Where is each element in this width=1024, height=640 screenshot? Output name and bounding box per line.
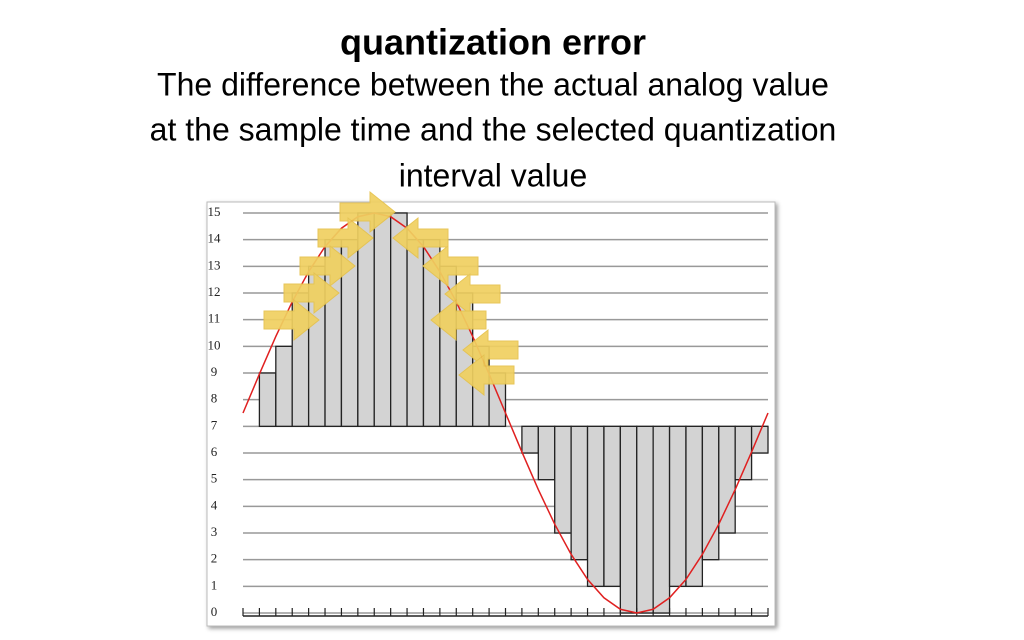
subtitle-line: interval value [399, 157, 588, 193]
quantized-step [652, 425, 671, 614]
y-tick-label: 2 [211, 551, 218, 566]
quantized-step [521, 425, 539, 454]
y-tick-label: 8 [211, 391, 218, 406]
quantized-step [570, 425, 589, 561]
quantized-step [636, 425, 654, 614]
quantized-step [537, 425, 556, 481]
y-tick-label: 5 [211, 471, 218, 486]
y-tick-label: 12 [208, 284, 221, 299]
y-tick-label: 3 [211, 524, 218, 539]
y-tick-label: 4 [211, 497, 218, 512]
quantized-step [668, 425, 687, 587]
y-tick-label: 6 [211, 444, 218, 459]
quantized-step [685, 425, 704, 587]
quantized-step [373, 212, 392, 427]
quantized-step [258, 372, 277, 427]
quantized-step [275, 345, 293, 427]
y-tick-label: 13 [208, 257, 221, 272]
quantized-step [619, 425, 638, 614]
title: quantization error [340, 22, 646, 63]
quantized-step [406, 239, 425, 427]
y-tick-label: 11 [208, 311, 221, 326]
y-tick-label: 0 [211, 604, 218, 619]
y-tick-label: 7 [211, 417, 218, 432]
y-tick-label: 14 [208, 231, 222, 246]
y-tick-label: 1 [211, 577, 218, 592]
y-tick-label: 10 [208, 337, 221, 352]
quantized-step [750, 425, 769, 454]
subtitle-line: The difference between the actual analog… [157, 66, 829, 102]
quantized-step [554, 425, 572, 534]
quantized-step [718, 425, 736, 534]
subtitle-line: at the sample time and the selected quan… [150, 111, 837, 147]
y-tick-label: 15 [208, 204, 221, 219]
quantized-step [603, 425, 621, 587]
quantized-step [586, 425, 605, 587]
y-tick-label: 9 [211, 364, 218, 379]
